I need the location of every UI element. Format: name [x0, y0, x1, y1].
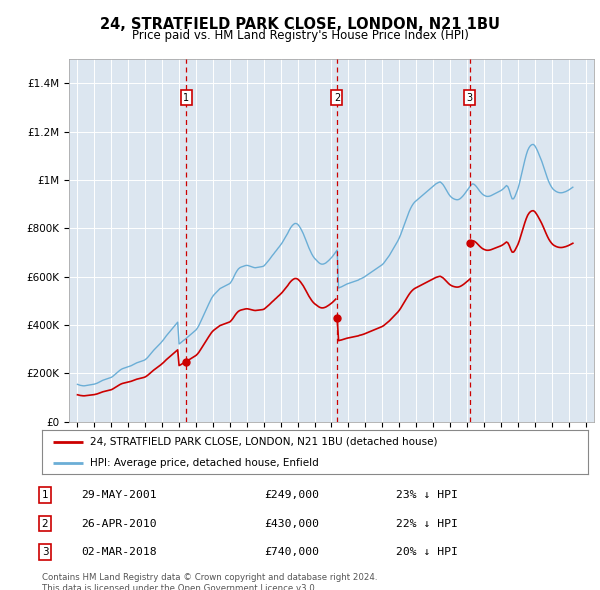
Text: HPI: Average price, detached house, Enfield: HPI: Average price, detached house, Enfi…	[90, 458, 319, 468]
Text: 26-APR-2010: 26-APR-2010	[81, 519, 157, 529]
Text: 24, STRATFIELD PARK CLOSE, LONDON, N21 1BU: 24, STRATFIELD PARK CLOSE, LONDON, N21 1…	[100, 17, 500, 31]
Text: 3: 3	[467, 93, 473, 103]
Text: Contains HM Land Registry data © Crown copyright and database right 2024.
This d: Contains HM Land Registry data © Crown c…	[42, 573, 377, 590]
Text: 3: 3	[41, 547, 49, 557]
Text: Price paid vs. HM Land Registry's House Price Index (HPI): Price paid vs. HM Land Registry's House …	[131, 30, 469, 42]
Text: £249,000: £249,000	[264, 490, 319, 500]
Text: 1: 1	[183, 93, 189, 103]
Text: 24, STRATFIELD PARK CLOSE, LONDON, N21 1BU (detached house): 24, STRATFIELD PARK CLOSE, LONDON, N21 1…	[90, 437, 437, 447]
Text: £740,000: £740,000	[264, 547, 319, 557]
Text: 20% ↓ HPI: 20% ↓ HPI	[396, 547, 458, 557]
Text: 1: 1	[41, 490, 49, 500]
Text: 2: 2	[334, 93, 340, 103]
Text: 22% ↓ HPI: 22% ↓ HPI	[396, 519, 458, 529]
Text: £430,000: £430,000	[264, 519, 319, 529]
Text: 02-MAR-2018: 02-MAR-2018	[81, 547, 157, 557]
Text: 29-MAY-2001: 29-MAY-2001	[81, 490, 157, 500]
Text: 2: 2	[41, 519, 49, 529]
Text: 23% ↓ HPI: 23% ↓ HPI	[396, 490, 458, 500]
